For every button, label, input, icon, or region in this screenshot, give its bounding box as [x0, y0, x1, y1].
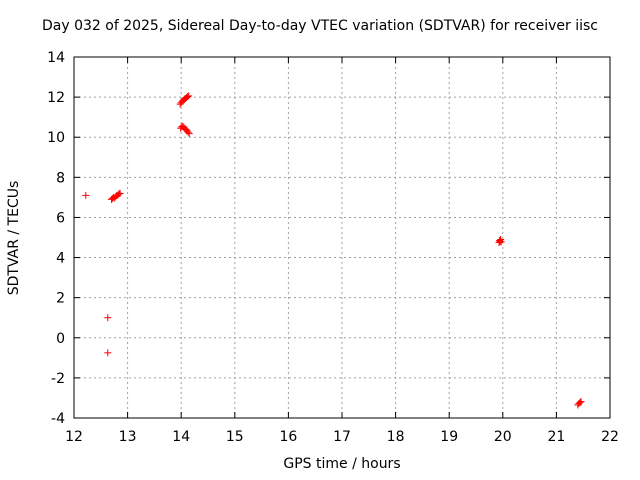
data-point-marker: [184, 128, 192, 136]
x-tick-label: 17: [333, 429, 351, 445]
data-point-marker: [184, 93, 192, 101]
y-tick-label: 8: [56, 170, 65, 186]
data-point-marker: [82, 191, 90, 199]
y-tick-label: 2: [56, 291, 65, 307]
x-tick-label: 12: [65, 429, 83, 445]
y-axis-label: SDTVAR / TECUs: [6, 180, 22, 296]
data-point-marker: [185, 130, 193, 138]
data-point-marker: [577, 398, 585, 406]
data-points: [82, 92, 585, 409]
y-tick-label: -4: [51, 411, 65, 427]
data-point-marker: [116, 189, 124, 197]
plot-area-border: [73, 56, 611, 419]
data-point-marker: [104, 349, 112, 357]
y-tick-label: 12: [47, 90, 65, 106]
x-tick-label: 22: [601, 429, 619, 445]
y-axis-tick-labels: -4 -2 0 2 4 6 8 10 12 14: [47, 50, 65, 427]
y-tick-label: 4: [56, 251, 65, 267]
x-tick-label: 14: [172, 429, 190, 445]
x-axis-label: GPS time / hours: [283, 456, 401, 472]
x-tick-label: 16: [279, 429, 297, 445]
data-point-marker: [185, 92, 193, 100]
data-point-marker: [497, 238, 505, 246]
chart-title: Day 032 of 2025, Sidereal Day-to-day VTE…: [42, 18, 598, 34]
x-axis-tick-labels: 12 13 14 15 16 17 18 19 20 21 22: [65, 429, 619, 445]
data-point-marker: [104, 314, 112, 322]
x-tick-label: 18: [387, 429, 405, 445]
x-tick-label: 19: [440, 429, 458, 445]
y-tick-label: 6: [56, 210, 65, 226]
x-tick-label: 15: [226, 429, 244, 445]
y-tick-label: -2: [51, 371, 65, 387]
data-point-marker: [576, 398, 584, 406]
x-tick-label: 20: [494, 429, 512, 445]
y-tick-label: 0: [56, 331, 65, 347]
grid-lines: [74, 57, 610, 418]
x-tick-label: 21: [547, 429, 565, 445]
y-tick-label: 10: [47, 130, 65, 146]
data-point-marker: [496, 237, 504, 245]
x-tick-label: 13: [119, 429, 137, 445]
y-tick-label: 14: [47, 50, 65, 66]
